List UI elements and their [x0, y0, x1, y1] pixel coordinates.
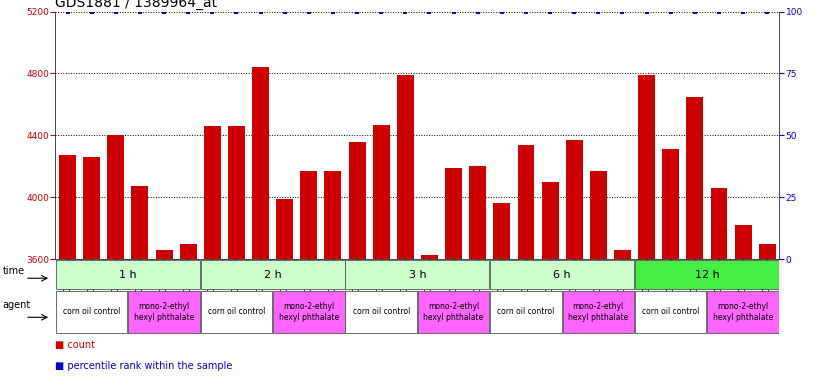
Text: corn oil control: corn oil control	[63, 308, 121, 316]
Bar	[277, 199, 293, 384]
Point	[326, 8, 339, 15]
Bar	[469, 166, 486, 384]
Text: mono-2-ethyl
hexyl phthalate: mono-2-ethyl hexyl phthalate	[568, 302, 628, 322]
Bar	[542, 182, 558, 384]
Bar	[56, 260, 200, 289]
Point	[761, 8, 774, 15]
Text: 1 h: 1 h	[119, 270, 136, 280]
Bar	[228, 126, 245, 384]
Bar	[635, 260, 778, 289]
Point	[302, 8, 315, 15]
Bar	[418, 291, 490, 333]
Point	[182, 8, 195, 15]
Bar	[300, 171, 317, 384]
Point	[520, 8, 533, 15]
Point	[375, 8, 388, 15]
Text: mono-2-ethyl
hexyl phthalate: mono-2-ethyl hexyl phthalate	[713, 302, 774, 322]
Bar	[373, 124, 389, 384]
Bar	[421, 255, 438, 384]
Point	[133, 8, 146, 15]
Point	[85, 8, 98, 15]
Bar	[273, 291, 344, 333]
Point	[447, 8, 460, 15]
Point	[640, 8, 653, 15]
Text: corn oil control: corn oil control	[208, 308, 265, 316]
Point	[157, 8, 171, 15]
Bar	[686, 97, 703, 384]
Bar	[83, 157, 100, 384]
Bar	[490, 291, 561, 333]
Text: 2 h: 2 h	[264, 270, 282, 280]
Point	[109, 8, 122, 15]
Text: 3 h: 3 h	[409, 270, 426, 280]
Text: corn oil control: corn oil control	[353, 308, 410, 316]
Bar	[635, 291, 707, 333]
Point	[471, 8, 484, 15]
Bar	[201, 260, 344, 289]
Bar	[759, 244, 776, 384]
Point	[230, 8, 243, 15]
Bar	[562, 291, 634, 333]
Point	[351, 8, 364, 15]
Point	[592, 8, 605, 15]
Point	[278, 8, 291, 15]
Bar	[345, 260, 490, 289]
Text: mono-2-ethyl
hexyl phthalate: mono-2-ethyl hexyl phthalate	[134, 302, 194, 322]
Text: ■ percentile rank within the sample: ■ percentile rank within the sample	[55, 361, 233, 371]
Text: mono-2-ethyl
hexyl phthalate: mono-2-ethyl hexyl phthalate	[424, 302, 484, 322]
Bar	[156, 250, 172, 384]
Bar	[517, 145, 534, 384]
Bar	[180, 244, 197, 384]
Point	[206, 8, 219, 15]
Text: time: time	[2, 266, 25, 276]
Bar	[734, 225, 752, 384]
Bar	[345, 291, 417, 333]
Text: ■ count: ■ count	[55, 339, 95, 350]
Point	[712, 8, 725, 15]
Text: mono-2-ethyl
hexyl phthalate: mono-2-ethyl hexyl phthalate	[279, 302, 339, 322]
Bar	[108, 135, 124, 384]
Point	[664, 8, 677, 15]
Bar	[614, 250, 631, 384]
Bar	[397, 75, 414, 384]
Bar	[638, 75, 655, 384]
Bar	[59, 156, 76, 384]
Bar	[565, 140, 583, 384]
Bar	[590, 171, 607, 384]
Text: corn oil control: corn oil control	[497, 308, 555, 316]
Point	[254, 8, 267, 15]
Bar	[201, 291, 273, 333]
Bar	[446, 168, 462, 384]
Point	[568, 8, 581, 15]
Point	[543, 8, 557, 15]
Point	[423, 8, 436, 15]
Bar	[490, 260, 634, 289]
Bar	[131, 187, 149, 384]
Text: GDS1881 / 1389964_at: GDS1881 / 1389964_at	[55, 0, 218, 10]
Bar	[711, 188, 727, 384]
Point	[737, 8, 750, 15]
Point	[616, 8, 629, 15]
Bar	[494, 204, 510, 384]
Point	[399, 8, 412, 15]
Bar	[707, 291, 778, 333]
Text: 6 h: 6 h	[553, 270, 571, 280]
Point	[495, 8, 508, 15]
Text: corn oil control: corn oil control	[642, 308, 699, 316]
Bar	[348, 142, 366, 384]
Bar	[128, 291, 200, 333]
Text: agent: agent	[2, 300, 31, 310]
Text: 12 h: 12 h	[694, 270, 719, 280]
Bar	[252, 67, 269, 384]
Bar	[663, 149, 679, 384]
Bar	[204, 126, 221, 384]
Point	[61, 8, 74, 15]
Bar	[56, 291, 127, 333]
Bar	[325, 171, 341, 384]
Point	[689, 8, 702, 15]
